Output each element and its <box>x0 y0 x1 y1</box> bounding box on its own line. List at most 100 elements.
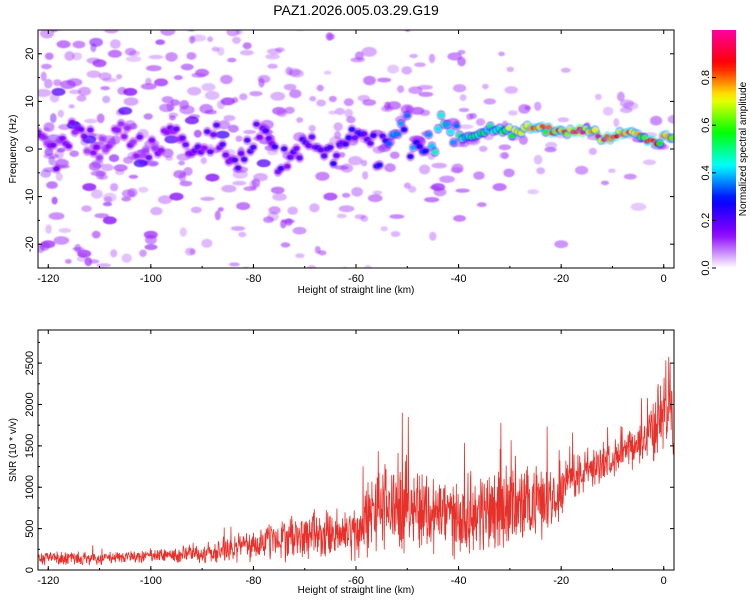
spectrogram-cell <box>143 113 153 120</box>
spectrogram-cell <box>102 202 113 207</box>
spectrogram-cell <box>200 196 215 201</box>
spectrogram-cell <box>338 205 355 213</box>
spectrogram-cell <box>308 134 316 140</box>
spectrogram-cell <box>92 59 107 68</box>
spectrogram-cell <box>271 144 279 150</box>
spectrogram-cell <box>309 203 320 213</box>
spectrogram-cell <box>154 78 169 87</box>
spectrogram-cell <box>381 105 394 112</box>
spectrogram-cell <box>68 119 76 125</box>
spectrogram-x-ticks: -120 -100 -80 -60 -40 -20 0 <box>37 30 667 285</box>
spectrogram-cell <box>327 33 335 40</box>
spectrogram-cell <box>121 189 135 198</box>
spectrogram-cell <box>228 124 239 133</box>
spectrogram-cell <box>453 215 466 222</box>
spectrogram-cell <box>100 86 110 91</box>
spectrogram-cell <box>346 116 356 124</box>
spectrogram-cell <box>253 121 260 127</box>
spectrogram-cell <box>350 57 366 63</box>
spectrogram-cell <box>86 70 101 78</box>
spectrogram-cell <box>40 71 47 82</box>
spectrogram-cell <box>113 164 128 172</box>
spectrogram-cell <box>102 95 111 104</box>
spectrogram-cell <box>214 210 221 221</box>
spectrogram-cell <box>602 106 614 116</box>
spectrogram-cell <box>504 86 519 94</box>
spectrogram-cell <box>234 165 242 171</box>
spectrogram-cell <box>560 67 571 73</box>
spectrogram-cell <box>140 83 157 90</box>
spectrogram-cell <box>309 96 317 102</box>
spectrogram-cell <box>307 265 317 268</box>
x-tick-label: -40 <box>451 273 467 285</box>
spectrogram-cell <box>242 42 252 50</box>
spectrogram-cell <box>544 147 557 153</box>
spectrogram-cell <box>457 57 466 67</box>
spectrogram-cell <box>475 118 486 126</box>
spectrogram-cell <box>434 126 442 132</box>
spectrogram-cell <box>650 115 663 126</box>
spectrogram-plot-area <box>38 30 674 268</box>
spectrogram-cell <box>49 93 60 103</box>
spectrogram-cell <box>51 87 66 96</box>
spectrogram-cell <box>313 271 320 279</box>
spectrogram-cell <box>414 62 426 67</box>
spectrogram-cell <box>84 148 91 154</box>
spectrogram-cell <box>53 236 70 245</box>
spectrogram-cell <box>142 147 149 153</box>
spectrogram-cell <box>459 94 467 101</box>
spectrogram-cell <box>444 121 451 127</box>
spectrogram-cell <box>473 171 485 180</box>
spectrogram-cell <box>89 37 103 47</box>
spectrogram-cell <box>469 113 477 119</box>
spectrogram-cell <box>508 110 518 116</box>
spectrogram-cell <box>184 116 199 125</box>
spectrogram-cell <box>204 90 220 100</box>
spectrogram-cell <box>173 75 183 81</box>
spectrogram-cell <box>213 122 220 128</box>
spectrogram-cell <box>238 231 247 238</box>
spectrogram-cell <box>108 140 116 146</box>
spectrogram-cell <box>125 56 142 62</box>
spectrogram-cell <box>200 157 207 165</box>
x-tick-label: -60 <box>348 273 364 285</box>
spectrogram-cell <box>51 196 58 205</box>
spectrogram-cell <box>241 156 248 162</box>
spectrogram-cell <box>447 52 463 61</box>
spectrogram-cell <box>189 248 196 255</box>
spectrogram-cell <box>361 46 377 57</box>
spectrogram-cell <box>193 129 202 138</box>
spectrogram-cell <box>102 77 118 83</box>
spectrogram-cell <box>351 187 363 197</box>
spectrogram-cell <box>524 105 532 111</box>
x-tick-label: -120 <box>37 575 59 587</box>
colorbar-tick-label: 0.8 <box>700 70 712 85</box>
spectrogram-cell <box>50 142 57 148</box>
spectrogram-cell <box>98 174 109 180</box>
spectrogram-cell <box>348 126 356 132</box>
spectrogram-cell <box>623 173 637 180</box>
spectrogram-cell <box>439 175 455 183</box>
spectrogram-cell <box>88 259 100 264</box>
spectrogram-cell <box>144 244 158 251</box>
spectrogram-cell <box>407 153 414 160</box>
spectrogram-cell <box>363 265 372 268</box>
spectrogram-cell <box>133 159 148 168</box>
spectrogram-cell <box>536 167 546 175</box>
spectrogram-cell <box>57 109 64 118</box>
x-tick-label: -100 <box>140 575 162 587</box>
spectrogram-cell <box>372 190 383 195</box>
spectrogram-cell <box>272 192 287 201</box>
spectrogram-cell <box>533 154 543 165</box>
spectrogram-cell <box>244 137 251 143</box>
spectrogram-cell <box>207 149 214 155</box>
spectrogram-cell <box>199 103 214 114</box>
spectrogram-cell <box>281 146 288 152</box>
spectrogram-cell <box>190 34 207 42</box>
spectrogram-cell <box>498 51 505 57</box>
spectrogram-cell <box>316 99 326 107</box>
y-tick-label: 1000 <box>24 475 36 499</box>
spectrogram-cell <box>390 231 401 237</box>
spectrogram-cell <box>617 91 625 102</box>
